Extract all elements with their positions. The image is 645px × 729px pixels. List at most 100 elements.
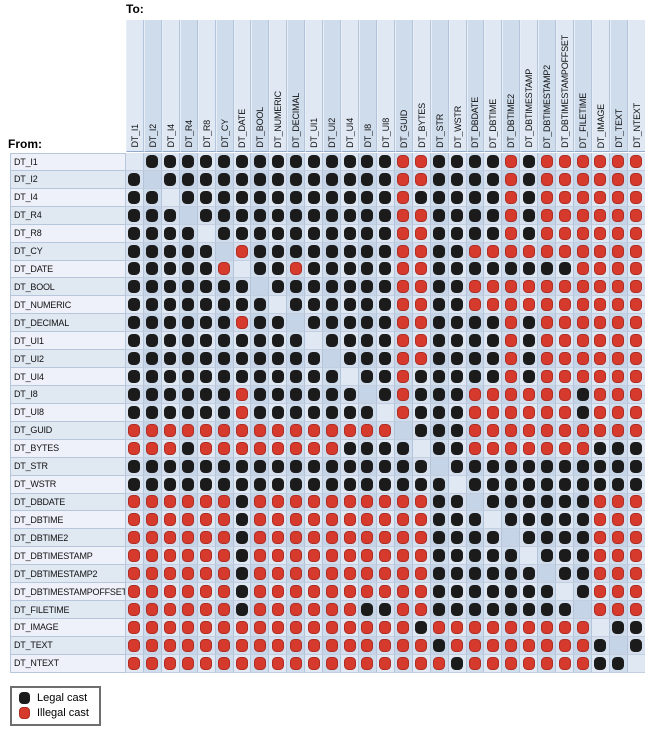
matrix-cell [287,296,306,315]
legal-cast-dot [630,638,643,652]
matrix-cell [269,439,288,458]
column-header-label: DT_UI4 [345,118,356,148]
illegal-cast-dot [594,531,607,545]
matrix-cell [538,583,557,602]
matrix-cell [394,583,413,602]
matrix-cell [179,332,198,351]
matrix-cell [323,654,342,673]
matrix-cell [556,547,575,566]
illegal-cast-dot [146,495,159,509]
legal-cast-dot [522,495,535,509]
matrix-cell [574,475,592,494]
legal-cast-dot [558,603,571,616]
illegal-cast-dot [397,226,410,240]
matrix-cell [538,511,557,530]
illegal-cast-dot [343,513,356,527]
matrix-cell [466,350,485,369]
matrix-cell [323,403,342,422]
illegal-cast-dot [504,387,517,401]
legal-cast-dot [271,280,284,294]
illegal-cast-dot [468,280,481,294]
matrix-cell [627,242,645,261]
legal-cast-dot [128,459,141,473]
matrix-cell [251,529,270,548]
illegal-cast-dot [235,387,248,401]
column-header-label: DT_I8 [362,124,373,148]
legal-cast-dot [433,477,446,491]
matrix-cell [251,654,270,673]
matrix-cell [574,421,592,440]
matrix-cell [161,475,180,494]
row-label: DT_STR [10,457,126,476]
illegal-cast-dot [558,370,571,384]
column-header: DT_I4 [161,20,180,152]
matrix-cell [233,385,252,404]
matrix-cell [233,565,252,584]
legal-cast-dot [164,154,177,168]
matrix-cell [502,547,521,566]
legal-cast-dot [522,334,535,348]
illegal-cast-dot [522,441,535,455]
legal-cast-dot [379,298,392,312]
legal-cast-dot [415,477,428,491]
legal-cast-dot [522,603,535,616]
matrix-cell [520,224,539,243]
illegal-cast-dot [200,638,213,652]
matrix-cell [627,368,645,386]
matrix-cell [412,601,431,619]
illegal-cast-dot [253,513,266,527]
column-header-label: DT_STR [434,114,445,148]
matrix-cell [215,350,234,369]
matrix-cell [358,421,377,440]
matrix-cell [484,314,503,333]
matrix-cell [466,529,485,548]
matrix-row: DT_CY [10,242,645,261]
matrix-cell [448,565,467,584]
matrix-cell [412,475,431,494]
legal-cast-dot [235,513,248,527]
illegal-cast-dot [415,262,428,276]
illegal-cast-dot [397,656,410,670]
legal-cast-dot [468,549,481,563]
illegal-cast-dot [540,244,553,258]
column-header: DT_BOOL [251,20,270,152]
legal-cast-dot [379,334,392,348]
legal-cast-dot [200,298,213,312]
matrix-cell [197,242,216,261]
legal-cast-dot [504,495,517,509]
matrix-cell [448,206,467,225]
legal-cast-dot [325,190,338,204]
matrix-cell [376,153,395,171]
matrix-cell [305,278,324,297]
matrix-cell [126,421,144,440]
illegal-cast-dot [343,531,356,545]
matrix-cell [179,242,198,261]
illegal-cast-dot [325,603,338,616]
matrix-cell [197,547,216,566]
illegal-cast-dot [271,531,284,545]
matrix-cell [627,153,645,171]
matrix-cell [143,654,162,673]
legal-cast-dot [200,334,213,348]
legal-cast-dot [289,387,302,401]
matrix-cell [233,439,252,458]
matrix-cell [448,242,467,261]
matrix-cell [143,350,162,369]
matrix-cell [538,493,557,512]
matrix-cell [538,439,557,458]
matrix-row: DT_IMAGE [10,618,645,637]
matrix-cell [126,350,144,369]
legal-cast-dot [343,262,356,276]
matrix-cell [126,475,144,494]
illegal-cast-dot [504,172,517,186]
column-header-label: DT_DECIMAL [291,92,302,148]
matrix-row: DT_DBTIME2 [10,529,645,548]
legal-cast-dot [164,298,177,312]
illegal-cast-dot [415,244,428,258]
legal-cast-dot [379,387,392,401]
row-label: DT_DBTIMESTAMP2 [10,565,126,584]
matrix-cell [269,278,288,297]
matrix-cell [341,601,359,619]
matrix-cell [269,457,288,476]
matrix-cell [161,314,180,333]
